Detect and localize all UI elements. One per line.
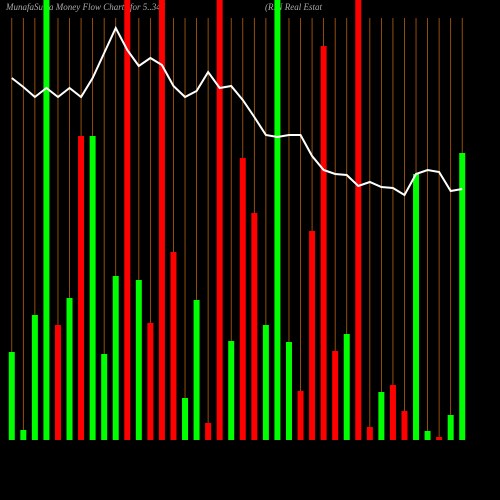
bar — [216, 0, 223, 440]
bar — [343, 334, 350, 440]
bar — [89, 136, 96, 440]
bar — [54, 325, 61, 440]
bar — [389, 385, 396, 440]
bar — [43, 0, 50, 440]
bar — [366, 427, 373, 440]
bar — [8, 352, 15, 440]
bar — [112, 276, 119, 440]
chart-subtitle: (RIN Real Estat — [265, 2, 322, 12]
bar — [447, 415, 454, 440]
bar — [355, 0, 362, 440]
bar — [193, 300, 200, 440]
money-flow-line — [11, 25, 463, 197]
bar — [285, 342, 292, 440]
bar — [424, 431, 431, 440]
bar — [170, 252, 177, 440]
bar — [332, 351, 339, 440]
bar — [401, 411, 408, 440]
bar — [262, 325, 269, 440]
bar — [124, 0, 131, 440]
bar — [239, 158, 246, 440]
bar — [78, 136, 85, 440]
bar — [31, 315, 38, 440]
bar — [182, 398, 189, 440]
bar — [251, 213, 258, 440]
bar — [413, 174, 420, 440]
bar — [309, 231, 316, 440]
bar — [135, 280, 142, 440]
bar — [147, 323, 154, 440]
bar — [297, 391, 304, 440]
bar — [20, 430, 27, 440]
chart-title: MunafaSutra Money Flow Charts for 5..346 — [5, 2, 166, 12]
bar — [436, 437, 443, 440]
bar — [274, 0, 281, 440]
bar — [320, 46, 327, 440]
bar — [205, 423, 212, 440]
bar — [158, 0, 165, 440]
bar — [101, 354, 108, 440]
bar — [66, 298, 73, 440]
bar — [228, 341, 235, 440]
bar — [378, 392, 385, 440]
bar — [459, 153, 466, 440]
